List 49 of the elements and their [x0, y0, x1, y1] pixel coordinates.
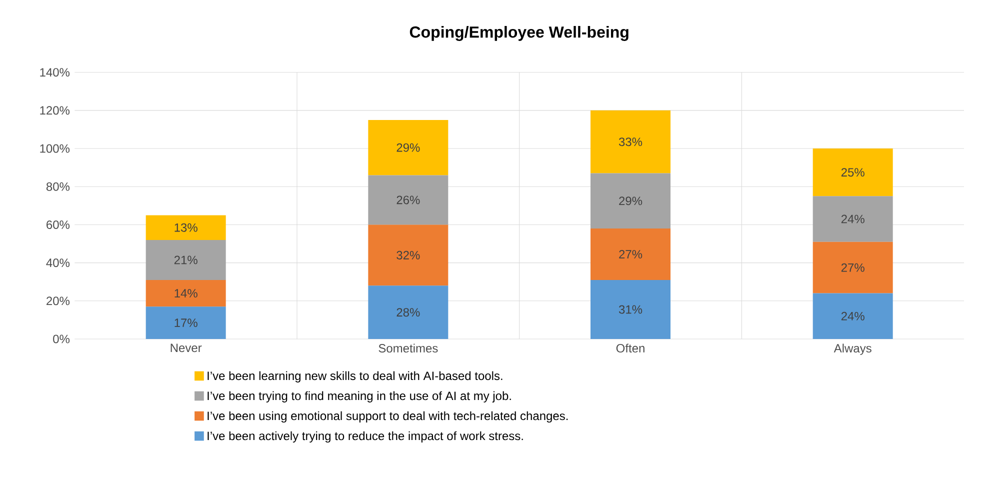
- data-label: 24%: [841, 214, 864, 224]
- bar: [590, 228, 671, 280]
- data-label: 13%: [174, 223, 198, 232]
- bar: [812, 196, 893, 242]
- data-label: 14%: [174, 289, 198, 298]
- x-tick-label: Never: [170, 344, 202, 352]
- bar: [368, 224, 448, 286]
- data-label: 24%: [841, 312, 864, 320]
- y-tick-label: 40%: [46, 258, 70, 268]
- bar: [368, 175, 448, 225]
- bar: [146, 280, 226, 307]
- data-label: 33%: [618, 138, 642, 146]
- data-label: 26%: [396, 196, 420, 204]
- x-tick-label: Always: [834, 344, 872, 355]
- bar: [812, 293, 893, 339]
- legend-label: I’ve been learning new skills to deal with AI-based tools.: [208, 371, 502, 382]
- data-label: 29%: [619, 196, 642, 206]
- y-tick-label: 100%: [40, 144, 70, 153]
- data-label: 21%: [174, 256, 198, 264]
- data-label: 27%: [619, 250, 642, 258]
- data-label: 31%: [618, 305, 642, 314]
- bar: [146, 306, 226, 339]
- legend-label: I’ve been actively trying to reduce the impact of work stress.: [208, 431, 523, 443]
- chart-title: Coping/Employee Well-being: [410, 26, 628, 41]
- y-tick-label: 20%: [46, 296, 70, 306]
- bar: [590, 110, 671, 174]
- y-tick-label: 120%: [40, 106, 70, 115]
- bar: [368, 286, 448, 339]
- bar: [812, 242, 893, 294]
- data-label: 29%: [396, 143, 420, 152]
- x-tick-label: Often: [616, 344, 644, 353]
- bar: [812, 148, 893, 196]
- y-tick-label: 140%: [40, 68, 70, 77]
- bar: [590, 280, 671, 339]
- bar: [146, 240, 226, 280]
- data-label: 25%: [841, 168, 864, 177]
- bar: [590, 173, 671, 229]
- y-tick-label: 0%: [53, 334, 70, 344]
- legend-label: I’ve been trying to find meaning in the use of AI at my job.: [208, 391, 511, 402]
- x-tick-label: Sometimes: [378, 344, 438, 353]
- y-tick-label: 80%: [46, 182, 70, 191]
- data-label: 32%: [396, 250, 420, 260]
- bar: [146, 215, 226, 240]
- legend-label: I’ve been using emotional support to deal with tech-related changes.: [208, 411, 568, 423]
- y-tick-label: 60%: [46, 220, 70, 229]
- data-label: 27%: [841, 263, 864, 272]
- data-label: 17%: [174, 318, 198, 327]
- bar: [368, 120, 448, 176]
- data-label: 28%: [396, 308, 420, 317]
